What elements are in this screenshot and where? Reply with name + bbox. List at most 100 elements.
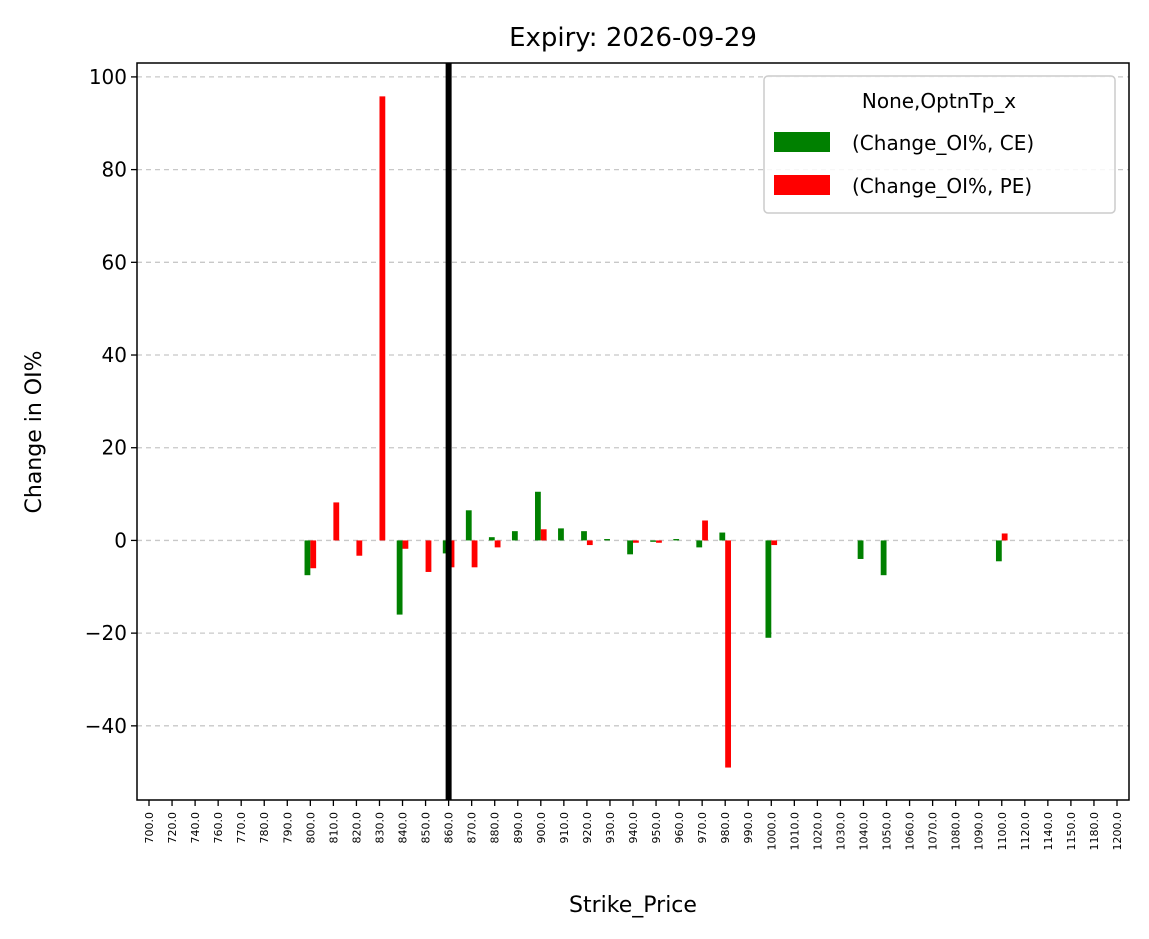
bar-ce-880.0 [488, 537, 495, 541]
x-tick-label: 770.0 [235, 812, 248, 844]
bar-ce-970.0 [696, 540, 703, 548]
series-0 [304, 491, 1002, 638]
x-tick-label: 740.0 [189, 812, 202, 844]
x-tick-label: 1080.0 [950, 812, 963, 851]
bar-pe-950.0 [656, 540, 662, 543]
bar-ce-910.0 [558, 528, 564, 541]
x-tick-label: 820.0 [350, 812, 363, 844]
x-tick-label: 830.0 [373, 812, 386, 844]
bar-ce-840.0 [396, 540, 403, 615]
x-tick-label: 790.0 [281, 812, 294, 844]
bar-ce-940.0 [627, 540, 633, 555]
x-tick-label: 700.0 [143, 812, 156, 844]
bar-pe-980.0 [725, 540, 731, 768]
x-tick-label: 1120.0 [1019, 812, 1032, 851]
x-axis: 700.0 720.0 740.0 760.0 770.0 780.0 790.0 800.0… [143, 800, 1124, 851]
y-axis-label: Change in OI% [22, 351, 47, 514]
bar-pe-840.0 [402, 540, 409, 549]
x-tick-label: 960.0 [673, 812, 686, 844]
bar-ce-1040.0 [857, 540, 864, 559]
bar-ce-870.0 [465, 510, 472, 541]
bar-ce-950.0 [650, 540, 657, 542]
x-tick-label: 800.0 [304, 812, 317, 844]
bar-pe-820.0 [356, 540, 363, 556]
legend-swatch-pe [774, 175, 830, 195]
x-tick-label: 1100.0 [996, 812, 1009, 851]
x-tick-label: 980.0 [719, 812, 732, 844]
legend-label-pe: (Change_OI%, PE) [852, 174, 1032, 198]
x-tick-label: 840.0 [397, 812, 410, 844]
x-axis-label: Strike_Price [569, 893, 697, 918]
bar-ce-900.0 [535, 491, 541, 541]
y-tick-label: 80 [102, 158, 127, 182]
bar-ce-980.0 [719, 532, 726, 541]
legend: None,OptnTp_x (Change_OI%, CE) (Change_O… [763, 75, 1116, 214]
bar-pe-800.0 [310, 540, 317, 569]
x-tick-label: 810.0 [327, 812, 340, 844]
gridlines [137, 76, 1129, 727]
x-tick-label: 720.0 [166, 812, 179, 844]
bar-pe-880.0 [494, 540, 501, 548]
bar-pe-1000.0 [771, 540, 778, 546]
x-tick-label: 950.0 [650, 812, 663, 844]
x-tick-label: 1200.0 [1111, 812, 1124, 851]
x-tick-label: 780.0 [258, 812, 271, 844]
x-tick-label: 1090.0 [973, 812, 986, 851]
y-tick-label: −20 [85, 621, 127, 645]
x-tick-label: 1150.0 [1065, 812, 1078, 851]
x-tick-label: 890.0 [512, 812, 525, 844]
legend-label-ce: (Change_OI%, CE) [852, 131, 1034, 155]
bar-pe-970.0 [702, 520, 708, 541]
y-tick-label: 40 [102, 343, 127, 367]
bar-pe-810.0 [333, 502, 340, 541]
bar-pe-900.0 [540, 529, 547, 541]
x-tick-label: 1020.0 [811, 812, 824, 851]
x-tick-label: 860.0 [443, 812, 456, 844]
y-tick-label: −40 [85, 714, 127, 738]
x-tick-label: 930.0 [604, 812, 617, 844]
x-tick-label: 870.0 [466, 812, 479, 844]
bar-ce-800.0 [304, 540, 311, 576]
x-tick-label: 970.0 [696, 812, 709, 844]
y-tick-label: 60 [102, 250, 127, 274]
x-tick-label: 1140.0 [1042, 812, 1055, 851]
bar-ce-1000.0 [765, 540, 772, 638]
x-tick-label: 920.0 [581, 812, 594, 844]
legend-title: None,OptnTp_x [862, 89, 1016, 113]
x-tick-label: 1050.0 [881, 812, 894, 851]
bar-ce-1050.0 [880, 540, 887, 576]
bar-pe-870.0 [471, 540, 478, 568]
bar-pe-940.0 [633, 540, 639, 543]
bar-pe-850.0 [425, 540, 432, 572]
x-tick-label: 900.0 [535, 812, 548, 844]
x-tick-label: 1180.0 [1088, 812, 1101, 851]
x-tick-label: 940.0 [627, 812, 640, 844]
x-tick-label: 1030.0 [834, 812, 847, 851]
x-tick-label: 1040.0 [857, 812, 870, 851]
bar-pe-920.0 [586, 540, 593, 546]
legend-swatch-ce [774, 132, 830, 152]
x-tick-label: 1000.0 [765, 812, 778, 851]
x-tick-label: 910.0 [558, 812, 571, 844]
bar-ce-960.0 [673, 539, 680, 541]
bar-ce-1100.0 [995, 540, 1002, 562]
bar-pe-1100.0 [1001, 533, 1008, 541]
y-tick-label: 100 [89, 65, 127, 89]
legend-box [763, 75, 1116, 214]
x-tick-label: 990.0 [742, 812, 755, 844]
x-tick-label: 880.0 [489, 812, 502, 844]
bar-ce-920.0 [581, 531, 587, 541]
x-tick-label: 1070.0 [927, 812, 940, 851]
bar-pe-830.0 [379, 96, 386, 541]
y-tick-label: 20 [102, 436, 127, 460]
chart-title: Expiry: 2026-09-29 [509, 23, 757, 53]
x-tick-label: 760.0 [212, 812, 225, 844]
x-tick-label: 1060.0 [904, 812, 917, 851]
bar-ce-930.0 [604, 539, 610, 541]
x-tick-label: 850.0 [420, 812, 433, 844]
y-axis: −40 −20 0 20 40 60 80 100 [85, 65, 137, 738]
bar-ce-890.0 [511, 531, 518, 541]
y-tick-label: 0 [114, 528, 127, 552]
x-tick-label: 1010.0 [788, 812, 801, 851]
